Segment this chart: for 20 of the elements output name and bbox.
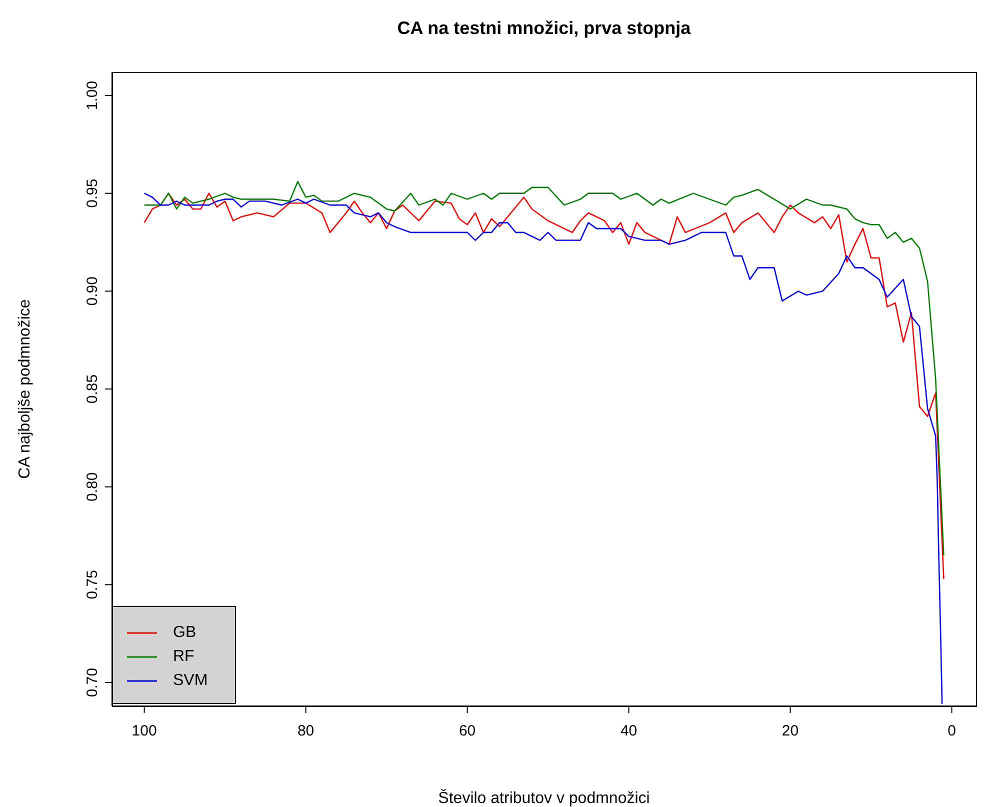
x-tick-label: 100 <box>132 722 157 740</box>
line-series <box>144 192 943 705</box>
x-axis-title: Število atributov v podmnožici <box>438 789 650 807</box>
y-axis-title: CA najboljše podmnožice <box>16 299 34 479</box>
x-tick-label: 0 <box>948 722 956 740</box>
y-tick-label: 0.70 <box>84 668 101 698</box>
x-tick-label: 40 <box>620 722 638 740</box>
y-tick-label: 1.00 <box>84 80 101 110</box>
y-tick-label: 0.90 <box>84 276 101 306</box>
legend-label: GB <box>173 624 196 642</box>
y-tick-label: 0.80 <box>84 472 101 502</box>
chart-title: CA na testni množici, prva stopnja <box>396 18 692 39</box>
y-tick-label: 0.85 <box>84 374 101 404</box>
x-tick-label: 20 <box>782 722 799 740</box>
y-tick-label: 0.75 <box>84 570 101 600</box>
legend-label: RF <box>173 648 194 666</box>
x-tick-label: 60 <box>458 722 476 740</box>
y-tick-label: 0.95 <box>84 178 101 208</box>
legend-label: SVM <box>173 672 208 690</box>
x-tick-label: 80 <box>297 722 314 740</box>
